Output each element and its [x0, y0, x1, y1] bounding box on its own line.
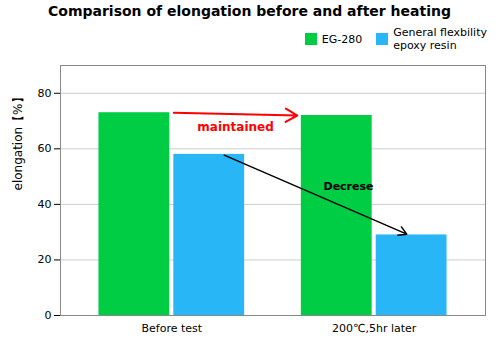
svg-text:40: 40 — [38, 198, 52, 211]
svg-text:20: 20 — [38, 253, 52, 266]
svg-text:0: 0 — [45, 309, 52, 322]
svg-text:200℃,5hr later: 200℃,5hr later — [332, 322, 417, 335]
html-text:Comparison of elongation befor: Comparison of elongation before and afte… — [48, 3, 451, 19]
svg-text:60: 60 — [38, 142, 52, 155]
svg-text:Before test: Before test — [142, 322, 203, 335]
svg-text:Decrese: Decrese — [324, 180, 374, 193]
html-text:General flexbility epoxy resin: General flexbility epoxy resin — [393, 26, 487, 52]
svg-text:elongation【%】: elongation【%】 — [11, 91, 25, 190]
svg-text:maintained: maintained — [197, 120, 273, 134]
html-text:EG-280: EG-280 — [321, 32, 363, 46]
svg-text:80: 80 — [38, 87, 52, 100]
